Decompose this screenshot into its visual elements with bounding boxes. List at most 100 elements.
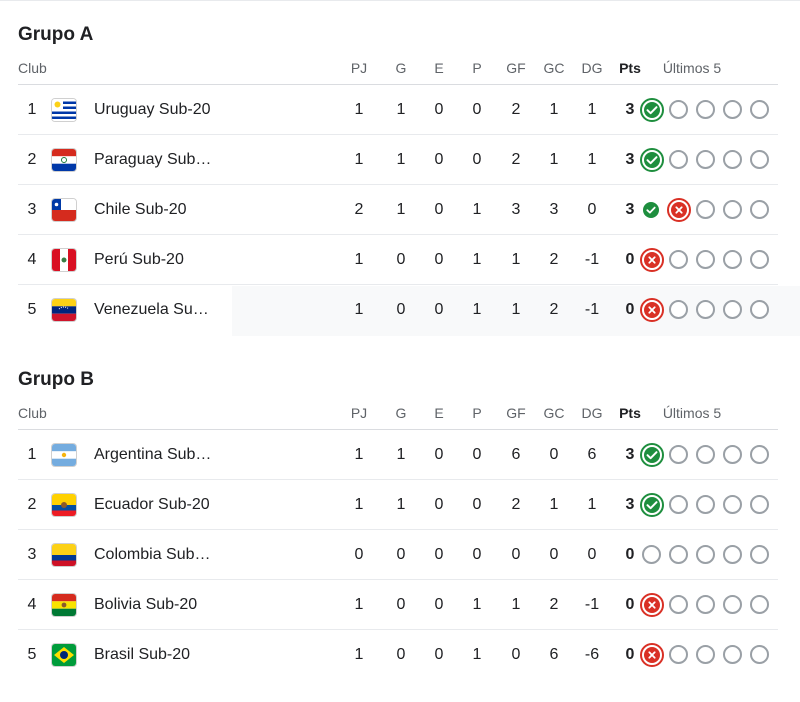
header-pj: PJ (350, 60, 368, 76)
result-loss-icon[interactable] (640, 643, 664, 667)
result-win-icon[interactable] (640, 493, 664, 517)
team-name[interactable]: Brasil Sub-20 (94, 646, 191, 663)
result-win-icon[interactable] (640, 148, 664, 172)
result-empty-icon[interactable] (696, 645, 715, 664)
result-empty-icon[interactable] (696, 545, 715, 564)
stat-pts: 3 (625, 446, 635, 463)
team-name[interactable]: Colombia Sub… (94, 546, 211, 563)
result-empty-icon[interactable] (723, 595, 742, 614)
result-win-icon[interactable] (643, 202, 659, 218)
ecuador-flag (52, 494, 76, 516)
result-empty-icon[interactable] (669, 495, 688, 514)
stat-g: 0 (396, 646, 406, 663)
result-empty-icon[interactable] (669, 645, 688, 664)
result-empty-icon[interactable] (669, 150, 688, 169)
stat-pts: 0 (625, 596, 635, 613)
result-empty-icon[interactable] (696, 250, 715, 269)
stat-g: 1 (396, 496, 406, 513)
last-five-results (640, 493, 780, 517)
stat-pts: 0 (625, 646, 635, 663)
result-empty-icon[interactable] (723, 645, 742, 664)
result-empty-icon[interactable] (750, 300, 769, 319)
team-name[interactable]: Paraguay Sub… (94, 151, 212, 168)
result-empty-icon[interactable] (723, 150, 742, 169)
team-name[interactable]: Bolivia Sub-20 (94, 596, 198, 613)
result-empty-icon[interactable] (669, 300, 688, 319)
stat-p: 0 (472, 101, 482, 118)
stat-pj: 1 (354, 646, 364, 663)
result-win-icon[interactable] (640, 443, 664, 467)
table-row[interactable]: 3 Colombia Sub… 0 0 0 0 0 0 0 0 (18, 530, 778, 580)
team-name[interactable]: Ecuador Sub-20 (94, 496, 210, 513)
result-empty-icon[interactable] (750, 595, 769, 614)
result-empty-icon[interactable] (723, 445, 742, 464)
table-row[interactable]: 4 Bolivia Sub-20 1 0 0 1 1 2 -1 0 (18, 580, 778, 630)
team-name[interactable]: Argentina Sub… (94, 446, 212, 463)
result-loss-icon[interactable] (640, 298, 664, 322)
table-row[interactable]: 2 Ecuador Sub-20 1 1 0 0 2 1 1 3 (18, 480, 778, 530)
header-last5: Últimos 5 (662, 60, 722, 76)
result-empty-icon[interactable] (750, 545, 769, 564)
result-empty-icon[interactable] (750, 495, 769, 514)
result-empty-icon[interactable] (723, 100, 742, 119)
table-row[interactable]: 5 Venezuela Su… 1 0 0 1 1 2 -1 0 (18, 285, 778, 335)
table-row[interactable]: 1 Uruguay Sub-20 1 1 0 0 2 1 1 3 (18, 85, 778, 135)
table-row[interactable]: 5 Brasil Sub-20 1 0 0 1 0 6 -6 0 (18, 630, 778, 680)
team-name[interactable]: Chile Sub-20 (94, 201, 187, 218)
stat-gc: 2 (549, 251, 559, 268)
result-empty-icon[interactable] (642, 545, 661, 564)
stat-gf: 3 (511, 201, 521, 218)
stat-e: 0 (434, 646, 444, 663)
result-empty-icon[interactable] (750, 200, 769, 219)
last-five-results (640, 443, 780, 467)
team-name[interactable]: Perú Sub-20 (94, 251, 184, 268)
team-name[interactable]: Venezuela Su… (94, 301, 209, 318)
result-loss-icon[interactable] (640, 248, 664, 272)
result-loss-icon[interactable] (667, 198, 691, 222)
header-dg: DG (581, 60, 603, 76)
result-empty-icon[interactable] (723, 495, 742, 514)
result-empty-icon[interactable] (750, 250, 769, 269)
team-name[interactable]: Uruguay Sub-20 (94, 101, 211, 118)
result-empty-icon[interactable] (750, 100, 769, 119)
stat-e: 0 (434, 546, 444, 563)
result-empty-icon[interactable] (669, 250, 688, 269)
result-empty-icon[interactable] (669, 100, 688, 119)
stat-gf: 1 (511, 301, 521, 318)
result-win-icon[interactable] (640, 98, 664, 122)
result-empty-icon[interactable] (750, 645, 769, 664)
result-empty-icon[interactable] (723, 545, 742, 564)
result-empty-icon[interactable] (696, 300, 715, 319)
result-empty-icon[interactable] (696, 595, 715, 614)
result-empty-icon[interactable] (750, 150, 769, 169)
result-empty-icon[interactable] (696, 495, 715, 514)
stat-gc: 0 (549, 546, 559, 563)
team-rank: 1 (27, 446, 37, 463)
group-title: Grupo A (18, 24, 94, 45)
header-p: P (472, 405, 482, 421)
result-empty-icon[interactable] (696, 150, 715, 169)
last-five-results (640, 298, 780, 322)
result-empty-icon[interactable] (696, 445, 715, 464)
venezuela-flag (52, 299, 76, 321)
result-empty-icon[interactable] (696, 200, 715, 219)
stat-pj: 2 (354, 201, 364, 218)
result-empty-icon[interactable] (723, 250, 742, 269)
table-row[interactable]: 4 Perú Sub-20 1 0 0 1 1 2 -1 0 (18, 235, 778, 285)
result-empty-icon[interactable] (669, 545, 688, 564)
table-row[interactable]: 1 Argentina Sub… 1 1 0 0 6 0 6 3 (18, 430, 778, 480)
result-loss-icon[interactable] (640, 593, 664, 617)
result-empty-icon[interactable] (669, 445, 688, 464)
header-dg: DG (581, 405, 603, 421)
result-empty-icon[interactable] (723, 200, 742, 219)
table-row[interactable]: 3 Chile Sub-20 2 1 0 1 3 3 0 3 (18, 185, 778, 235)
result-empty-icon[interactable] (669, 595, 688, 614)
stat-dg: 0 (587, 201, 597, 218)
result-empty-icon[interactable] (723, 300, 742, 319)
stat-dg: 0 (587, 546, 597, 563)
result-empty-icon[interactable] (696, 100, 715, 119)
stat-dg: -1 (584, 596, 600, 613)
table-row[interactable]: 2 Paraguay Sub… 1 1 0 0 2 1 1 3 (18, 135, 778, 185)
result-empty-icon[interactable] (750, 445, 769, 464)
paraguay-flag (52, 149, 76, 171)
